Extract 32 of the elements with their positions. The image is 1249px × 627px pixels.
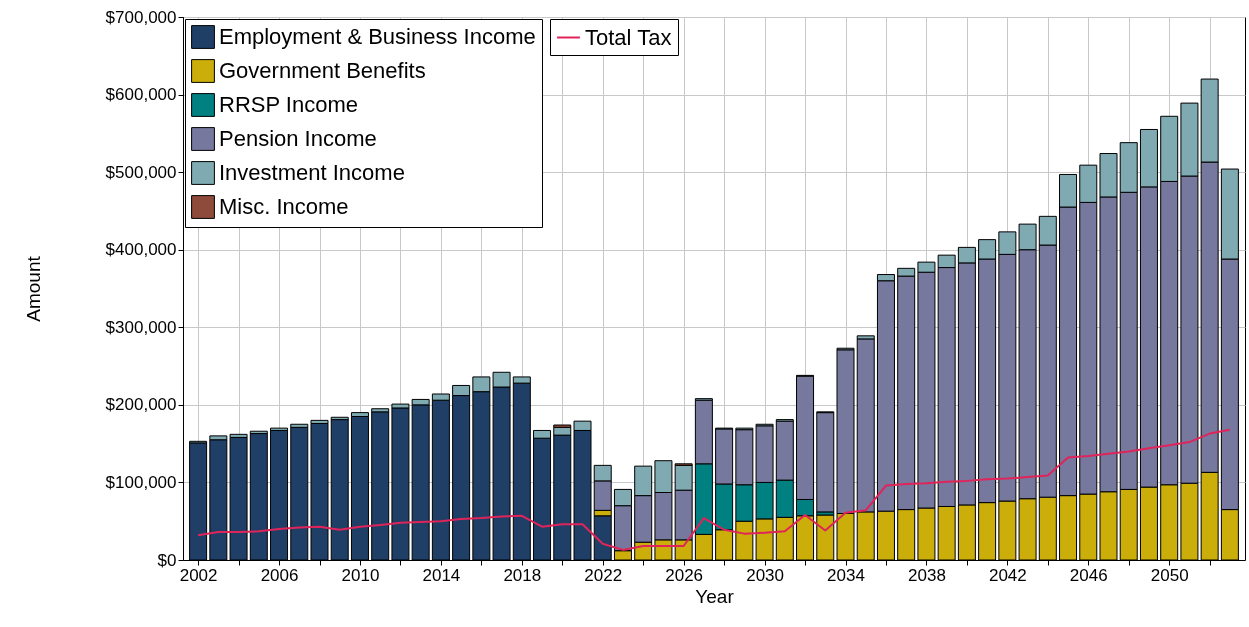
x-tick-label: 2034 xyxy=(827,565,865,585)
legend-label: Total Tax xyxy=(585,24,672,50)
x-tick-label: 2014 xyxy=(422,565,461,585)
legend-label: Employment & Business Income xyxy=(219,24,536,49)
y-tick-label: $700,000 xyxy=(105,7,177,27)
legend-label: Pension Income xyxy=(219,126,377,151)
line-series xyxy=(197,428,1231,551)
y-tick-label: $400,000 xyxy=(105,240,177,260)
legend-label: Investment Income xyxy=(219,160,405,185)
x-tick-label: 2022 xyxy=(584,565,623,585)
legend-label: Misc. Income xyxy=(219,194,349,219)
x-tick-label: 2006 xyxy=(260,565,299,585)
x-tick-label: 2030 xyxy=(746,565,784,585)
bar xyxy=(816,412,835,513)
y-tick-label: $200,000 xyxy=(105,395,177,415)
y-axis-title: Amount xyxy=(22,255,44,322)
x-axis-title: Year xyxy=(695,585,735,607)
y-tick-label: $100,000 xyxy=(105,472,177,492)
legend-label: RRSP Income xyxy=(219,92,358,117)
y-tick-label: $600,000 xyxy=(105,85,177,105)
legend-label: Government Benefits xyxy=(219,58,426,83)
y-tick-label: $300,000 xyxy=(105,317,177,337)
x-tick-label: 2038 xyxy=(908,565,946,585)
x-tick-label: 2046 xyxy=(1069,565,1108,585)
x-tick-label: 2050 xyxy=(1150,565,1189,585)
x-tick-label: 2002 xyxy=(179,565,218,585)
y-tick-label: $500,000 xyxy=(105,162,177,182)
y-tick-label: $0 xyxy=(157,550,177,570)
x-tick-label: 2026 xyxy=(665,565,704,585)
x-tick-label: 2042 xyxy=(988,565,1027,585)
x-tick-label: 2018 xyxy=(503,565,542,585)
x-tick-label: 2010 xyxy=(341,565,380,585)
